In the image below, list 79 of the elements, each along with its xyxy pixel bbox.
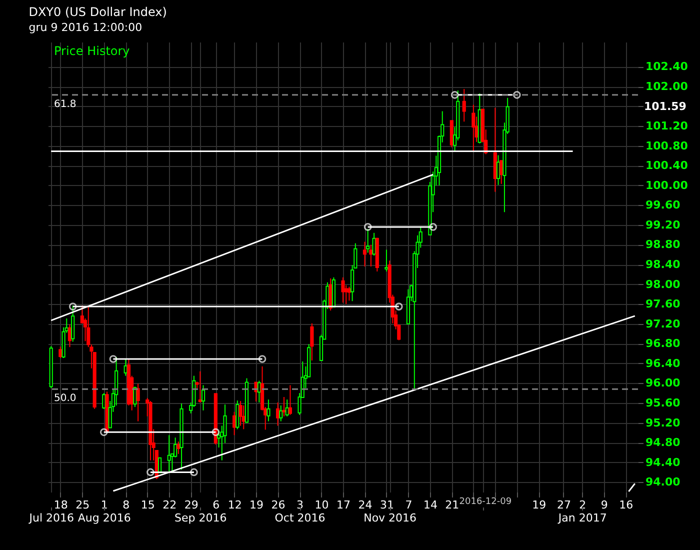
y-tick-label: 94.80 bbox=[646, 436, 681, 450]
annotation: Price History bbox=[54, 44, 130, 58]
candlestick bbox=[133, 386, 137, 408]
x-tick-label: 10 bbox=[314, 498, 329, 512]
x-tick-label: 16 bbox=[619, 498, 634, 512]
x-tick-label: 12 bbox=[228, 498, 242, 512]
annotation: 50.0 bbox=[54, 393, 76, 404]
y-tick-label: 96.00 bbox=[646, 376, 681, 390]
x-tick-label: 27 bbox=[556, 498, 571, 512]
y-tick-label: 98.00 bbox=[646, 278, 681, 291]
candlestick bbox=[310, 322, 314, 361]
y-tick-label: 97.20 bbox=[646, 317, 681, 330]
x-tick-label: 6 bbox=[212, 498, 220, 512]
y-tick-label: 97.60 bbox=[646, 298, 681, 311]
x-tick-label: 19 bbox=[532, 498, 546, 512]
candlestick bbox=[282, 396, 286, 417]
y-tick-label: 100.40 bbox=[646, 159, 688, 172]
y-tick-label: 95.20 bbox=[646, 416, 681, 430]
x-tick-label: 31 bbox=[380, 498, 394, 512]
candlestick bbox=[198, 370, 202, 403]
y-tick-label: 99.20 bbox=[646, 218, 681, 232]
candlestick bbox=[462, 88, 466, 122]
candlestick bbox=[236, 400, 240, 430]
chart-subtitle: gru 9 2016 12:00:00 bbox=[28, 21, 142, 34]
x-tick-label: 18 bbox=[54, 498, 68, 512]
candlestick bbox=[369, 244, 373, 268]
x-tick-label: 14 bbox=[423, 498, 438, 512]
x2-tick-label: Nov 2016 bbox=[364, 512, 417, 524]
candlestick bbox=[176, 441, 180, 454]
x-tick-label: 29 bbox=[184, 498, 198, 512]
annotation: 61.8 bbox=[54, 98, 76, 110]
x2-tick-label: Aug 2016 bbox=[78, 512, 131, 524]
x2-tick-label: Jan 2017 bbox=[557, 512, 607, 524]
y-tick-label: 100.00 bbox=[646, 178, 688, 192]
y-tick-label: 101.20 bbox=[646, 120, 688, 133]
candlestick bbox=[158, 457, 162, 474]
x-tick-label: 15 bbox=[140, 498, 155, 512]
candlestick bbox=[362, 241, 367, 268]
x2-tick-label: Sep 2016 bbox=[174, 512, 227, 524]
y-tick-label: 95.60 bbox=[646, 396, 681, 410]
candlestick bbox=[341, 276, 345, 304]
candlestick bbox=[366, 228, 370, 254]
candlestick bbox=[288, 384, 292, 416]
candlestick bbox=[136, 383, 140, 422]
text: 101.59 bbox=[644, 100, 686, 113]
candlestick bbox=[384, 249, 388, 272]
y-tick-label: 100.80 bbox=[646, 139, 688, 152]
y-tick-label: 102.40 bbox=[646, 60, 688, 74]
x-tick-label: 24 bbox=[358, 498, 372, 512]
candlestick bbox=[266, 399, 270, 422]
y-tick-label: 99.60 bbox=[646, 198, 681, 212]
x-tick-label: 8 bbox=[122, 498, 130, 512]
x-tick-label: 21 bbox=[445, 498, 460, 512]
x-tick-label: 17 bbox=[336, 498, 350, 512]
y-tick-label: 102.00 bbox=[646, 80, 688, 94]
candlestick bbox=[238, 400, 242, 426]
x-tick-label: 9 bbox=[600, 498, 608, 512]
text: 2016-12-09 bbox=[459, 497, 512, 507]
x-tick-label: 19 bbox=[250, 498, 264, 512]
y-tick-label: 98.40 bbox=[646, 258, 681, 272]
y-tick-label: 94.40 bbox=[646, 456, 681, 469]
candlestick bbox=[279, 404, 283, 422]
y-tick-label: 98.80 bbox=[646, 238, 681, 252]
y-tick-label: 96.80 bbox=[646, 337, 681, 350]
x-tick-label: 25 bbox=[76, 498, 90, 512]
x2-tick-label: Oct 2016 bbox=[274, 512, 326, 524]
candlestick bbox=[71, 305, 75, 342]
x-tick-label: 22 bbox=[162, 498, 177, 512]
candlestick bbox=[201, 384, 206, 411]
candlestick bbox=[472, 104, 476, 152]
chart-title: DXY0 (US Dollar Index) bbox=[28, 5, 167, 19]
candlestick bbox=[174, 437, 178, 458]
candlestick bbox=[285, 399, 289, 417]
x-tick-label: 7 bbox=[405, 498, 412, 512]
y-tick-label: 96.40 bbox=[646, 356, 681, 370]
x2-tick-label: Jul 2016 bbox=[28, 512, 74, 524]
candlestick bbox=[167, 434, 171, 474]
y-tick-label: 94.00 bbox=[646, 476, 681, 489]
x-tick-label: 26 bbox=[271, 498, 286, 512]
